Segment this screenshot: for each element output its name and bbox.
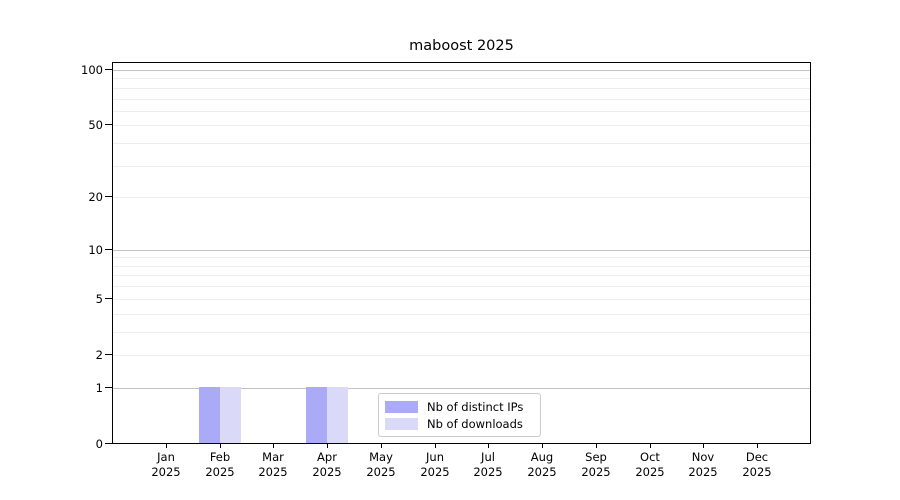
y-tick — [105, 196, 112, 197]
y-tick — [105, 354, 112, 355]
y-gridline-minor — [113, 88, 810, 89]
x-tick — [327, 444, 328, 448]
legend-entry-distinct-ips: Nb of distinct IPs — [385, 398, 532, 415]
x-tick — [166, 444, 167, 448]
y-tick — [105, 124, 112, 125]
x-tick — [435, 444, 436, 448]
x-tick — [273, 444, 274, 448]
x-tick — [542, 444, 543, 448]
y-gridline-minor — [113, 99, 810, 100]
y-tick-label: 0 — [95, 437, 103, 451]
y-gridline-minor — [113, 332, 810, 333]
x-tick-label: Jul 2025 — [473, 450, 503, 479]
y-gridline-minor — [113, 166, 810, 167]
x-tick-label: Mar 2025 — [258, 450, 288, 479]
x-tick-label: Dec 2025 — [742, 450, 772, 479]
x-tick — [596, 444, 597, 448]
y-tick-label: 10 — [88, 243, 103, 257]
y-gridline-minor — [113, 111, 810, 112]
legend: Nb of distinct IPs Nb of downloads — [378, 393, 541, 437]
y-tick-label: 5 — [95, 292, 103, 306]
chart-title: maboost 2025 — [409, 38, 514, 54]
x-tick — [488, 444, 489, 448]
y-gridline-minor — [113, 197, 810, 198]
x-tick-label: Feb 2025 — [205, 450, 235, 479]
x-tick-label: May 2025 — [366, 450, 396, 479]
y-gridline-minor — [113, 125, 810, 126]
y-gridline-minor — [113, 257, 810, 258]
bar-distinct-ips — [199, 387, 220, 443]
y-gridline-minor — [113, 78, 810, 79]
y-gridline-minor — [113, 266, 810, 267]
x-tick-label: Aug 2025 — [527, 450, 557, 479]
y-tick-label: 1 — [95, 381, 103, 395]
y-gridline-minor — [113, 299, 810, 300]
x-tick — [757, 444, 758, 448]
plot-area — [112, 62, 811, 444]
bar-downloads — [327, 387, 348, 443]
y-tick — [105, 249, 112, 250]
bar-downloads — [220, 387, 241, 443]
y-gridline-major — [113, 388, 810, 389]
y-tick — [105, 69, 112, 70]
y-tick-label: 20 — [88, 190, 103, 204]
x-tick — [220, 444, 221, 448]
x-tick-label: Jun 2025 — [420, 450, 450, 479]
y-tick — [105, 387, 112, 388]
y-tick — [105, 298, 112, 299]
x-tick — [650, 444, 651, 448]
legend-swatch-distinct-ips — [385, 400, 418, 413]
x-tick-label: Nov 2025 — [688, 450, 718, 479]
y-gridline-major — [113, 70, 810, 71]
legend-swatch-downloads — [385, 417, 418, 430]
x-tick-label: Apr 2025 — [312, 450, 342, 479]
x-tick — [703, 444, 704, 448]
legend-entry-downloads: Nb of downloads — [385, 415, 532, 432]
legend-label-downloads: Nb of downloads — [427, 416, 523, 431]
bar-distinct-ips — [306, 387, 327, 443]
y-tick — [105, 443, 112, 444]
y-gridline-minor — [113, 143, 810, 144]
x-tick — [381, 444, 382, 448]
y-gridline-minor — [113, 355, 810, 356]
y-gridline-major — [113, 250, 810, 251]
y-gridline-minor — [113, 314, 810, 315]
x-tick-label: Oct 2025 — [635, 450, 665, 479]
y-gridline-minor — [113, 286, 810, 287]
x-tick-label: Jan 2025 — [151, 450, 181, 479]
x-tick-label: Sep 2025 — [581, 450, 611, 479]
legend-label-distinct-ips: Nb of distinct IPs — [427, 399, 524, 414]
y-tick-label: 50 — [88, 118, 103, 132]
y-tick-label: 2 — [95, 348, 103, 362]
y-gridline-minor — [113, 275, 810, 276]
y-tick-label: 100 — [81, 63, 103, 77]
